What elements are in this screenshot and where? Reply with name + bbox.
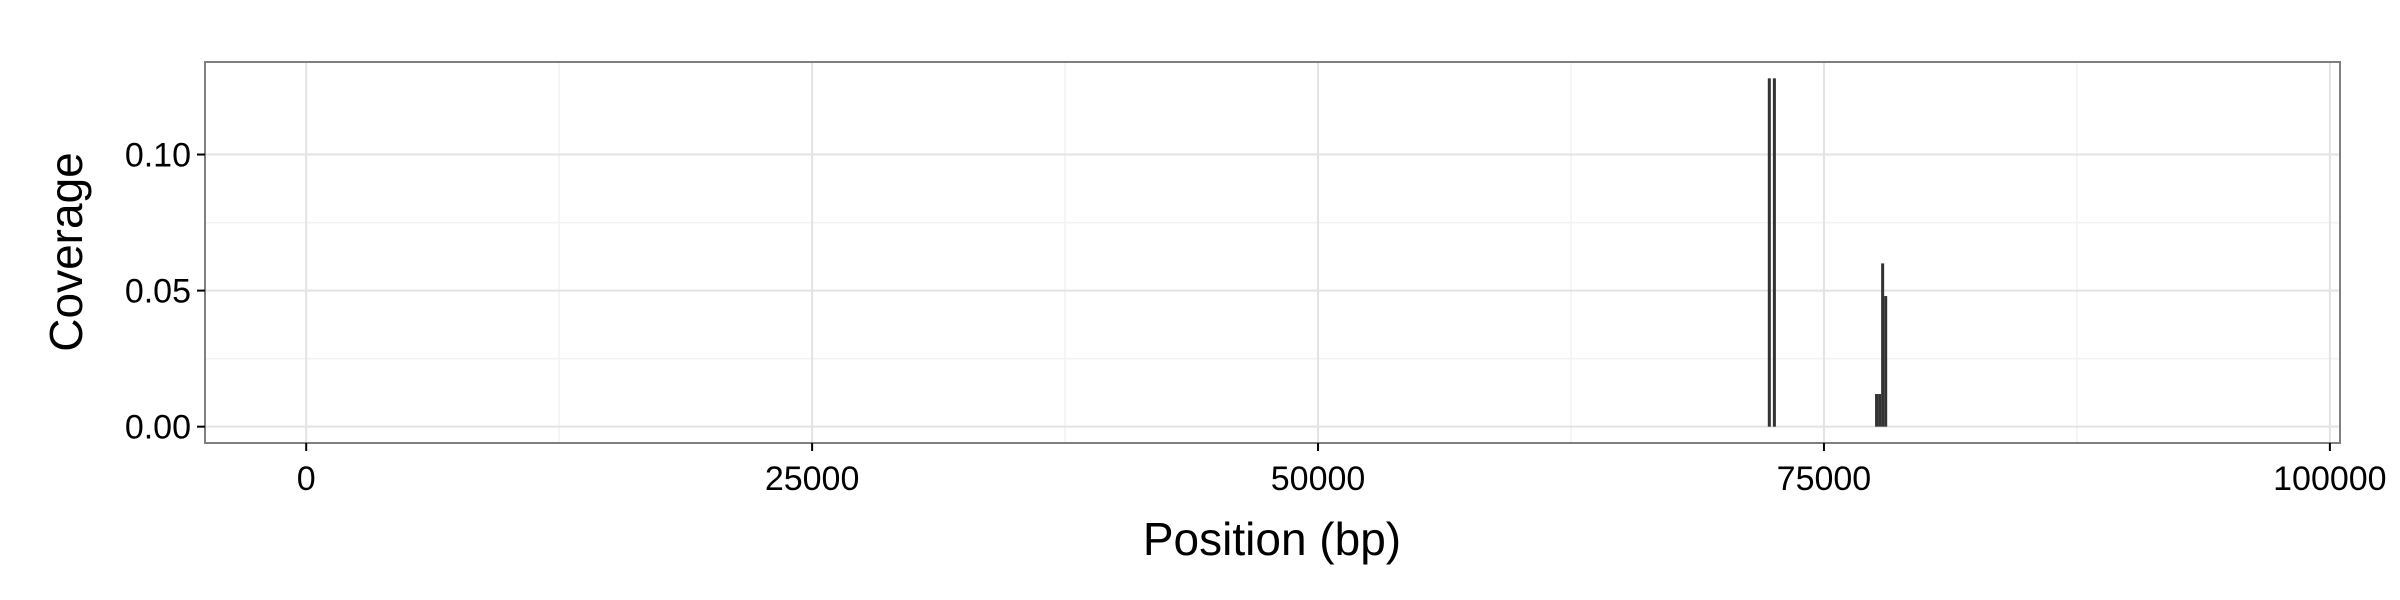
y-tick-label: 0.10 <box>125 137 191 175</box>
coverage-bar <box>1767 78 1771 427</box>
x-tick-label: 50000 <box>1271 460 1366 498</box>
plot-border <box>204 61 2341 444</box>
y-tick-label: 0.00 <box>125 409 191 447</box>
x-axis-title: Position (bp) <box>1143 513 1401 565</box>
x-tick-label: 100000 <box>2273 460 2386 498</box>
y-axis-ticks: 0.00 0.05 0.10 <box>125 137 205 447</box>
coverage-bar <box>1772 78 1776 427</box>
y-tick-label: 0.05 <box>125 273 191 311</box>
x-tick-label: 25000 <box>765 460 860 498</box>
coverage-bar <box>1884 296 1888 427</box>
coverage-bar <box>1881 263 1885 427</box>
x-tick-label: 0 <box>297 460 316 498</box>
plot-background <box>205 62 2340 443</box>
coverage-bar <box>1878 394 1882 427</box>
bars <box>1767 78 1888 427</box>
grid-lines <box>205 62 2340 443</box>
coverage-bar <box>1875 394 1879 427</box>
x-tick-label: 75000 <box>1777 460 1872 498</box>
y-axis-title: Coverage <box>40 152 92 351</box>
x-axis-ticks: 0 25000 50000 75000 100000 <box>297 443 2387 498</box>
